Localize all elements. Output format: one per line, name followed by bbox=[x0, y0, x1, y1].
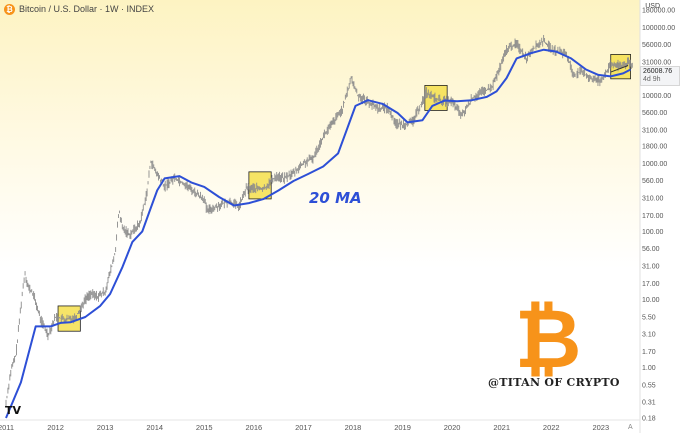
bitcoin-coin-icon: ₿ bbox=[4, 3, 15, 15]
y-tick-label: 1800.00 bbox=[642, 144, 667, 151]
y-tick-label: 170.00 bbox=[642, 213, 664, 220]
x-tick-label: 2021 bbox=[493, 423, 510, 432]
x-tick-label: 2019 bbox=[394, 423, 411, 432]
plot-background bbox=[0, 0, 640, 433]
last-price: 26008.76 bbox=[643, 68, 673, 75]
y-tick-label: 17.00 bbox=[642, 281, 660, 288]
y-tick-label: 31000.00 bbox=[642, 59, 671, 66]
x-tick-label: 2011 bbox=[0, 423, 14, 432]
x-tick-label: 2012 bbox=[47, 423, 64, 432]
y-tick-label: 31.00 bbox=[642, 263, 660, 270]
tradingview-logo-icon[interactable]: TV bbox=[5, 404, 22, 417]
bitcoin-logo-icon: ₿ bbox=[515, 292, 582, 387]
x-tick-label: 2013 bbox=[97, 423, 114, 432]
y-tick-label: 100.00 bbox=[642, 229, 664, 236]
y-tick-label: 1.70 bbox=[642, 349, 656, 356]
y-tick-label: 1000.00 bbox=[642, 161, 667, 168]
y-tick-label: 56.00 bbox=[642, 246, 660, 253]
y-tick-label: 3.10 bbox=[642, 331, 656, 338]
x-tick-label: 2017 bbox=[295, 423, 312, 432]
x-tick-label: 2022 bbox=[543, 423, 560, 432]
y-tick-label: 0.55 bbox=[642, 383, 656, 390]
y-tick-label: 5.50 bbox=[642, 315, 656, 322]
y-tick-label: 10000.00 bbox=[642, 93, 671, 100]
y-tick-label: 10.00 bbox=[642, 297, 660, 304]
x-tick-label: 2015 bbox=[196, 423, 213, 432]
x-tick-label: 2020 bbox=[444, 423, 461, 432]
watermark-text: @TITAN OF CRYPTO bbox=[488, 376, 620, 389]
x-tick-label: 2016 bbox=[245, 423, 262, 432]
price-series bbox=[5, 34, 633, 407]
y-tick-label: 1.00 bbox=[642, 365, 656, 372]
x-tick-label: 2023 bbox=[592, 423, 609, 432]
y-tick-label: 0.31 bbox=[642, 399, 656, 406]
y-tick-label: 180000.00 bbox=[642, 8, 675, 15]
chart-header: ₿ Bitcoin / U.S. Dollar · 1W · INDEX bbox=[4, 2, 154, 16]
y-tick-label: 310.00 bbox=[642, 195, 664, 202]
bar-countdown: 4d 9h bbox=[643, 76, 661, 83]
last-price-tag: 26008.76 4d 9h bbox=[640, 66, 680, 86]
y-tick-label: 56000.00 bbox=[642, 42, 671, 49]
currency-label[interactable]: USD bbox=[645, 3, 660, 10]
y-axis: 180000.00100000.0056000.0031000.0017000.… bbox=[642, 8, 675, 423]
x-tick-label: 2018 bbox=[345, 423, 362, 432]
x-tick-label: 2014 bbox=[146, 423, 163, 432]
auto-scale-button[interactable]: A bbox=[628, 424, 633, 431]
y-tick-label: 560.00 bbox=[642, 178, 664, 185]
chart-title[interactable]: Bitcoin / U.S. Dollar · 1W · INDEX bbox=[19, 4, 155, 14]
trend-line bbox=[610, 65, 629, 73]
y-tick-label: 3100.00 bbox=[642, 127, 667, 134]
y-tick-label: 100000.00 bbox=[642, 25, 675, 32]
ma-20-line bbox=[5, 48, 632, 419]
x-axis: 2011 2012 2013 2014 2015 2016 2017 2018 2019 2020… bbox=[0, 423, 609, 432]
y-tick-label: 0.18 bbox=[642, 416, 656, 423]
y-tick-label: 5600.00 bbox=[642, 110, 667, 117]
ma-annotation-label: 20 MA bbox=[309, 189, 362, 207]
